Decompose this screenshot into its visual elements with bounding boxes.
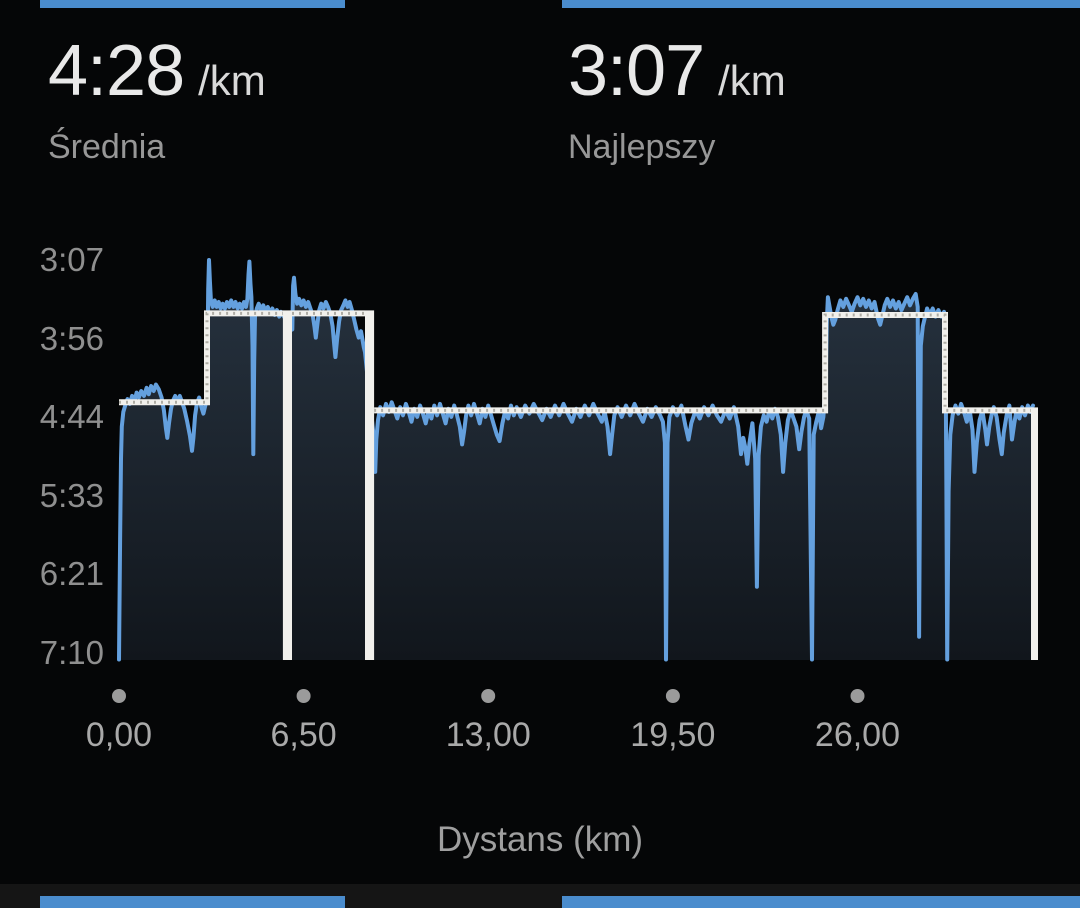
average-pace-unit: /km — [198, 57, 266, 104]
x-tick-label: 19,50 — [630, 716, 716, 754]
average-pace-label: Średnia — [48, 128, 166, 166]
x-tick-dot — [296, 689, 311, 703]
x-tick-label: 13,00 — [445, 716, 531, 754]
lap-average-line-ticks — [119, 311, 1033, 412]
x-tick-label: 26,00 — [814, 716, 901, 754]
best-pace-value: 3:07 — [568, 31, 705, 111]
rest-gap-bar — [282, 310, 292, 660]
stat-average: 4:28 /km Średnia — [48, 31, 266, 167]
stat-best: 3:07 /km Najlepszy — [568, 31, 786, 167]
top-adjacent-chart-strip — [562, 0, 1080, 8]
best-pace-label: Najlepszy — [568, 128, 716, 166]
pace-area-fill — [119, 260, 1033, 660]
end-marker-bar — [1031, 407, 1038, 660]
x-tick-dot — [850, 689, 865, 703]
x-tick-label: 6,50 — [270, 716, 337, 754]
y-tick-label: 6:21 — [39, 554, 104, 592]
top-adjacent-chart-strip — [40, 0, 345, 8]
x-tick-dot — [481, 689, 496, 703]
best-pace-unit: /km — [718, 57, 786, 104]
y-tick-label: 4:44 — [39, 397, 104, 435]
x-axis-title: Dystans (km) — [436, 820, 644, 859]
bottom-adjacent-chart-strip — [562, 896, 1080, 908]
y-tick-label: 3:07 — [39, 241, 104, 278]
average-pace-value: 4:28 — [48, 31, 185, 111]
rest-gap-bar — [365, 310, 375, 660]
y-tick-label: 5:33 — [39, 477, 104, 515]
y-tick-label: 7:10 — [39, 634, 104, 671]
x-tick-label: 0,00 — [85, 716, 153, 754]
x-tick-dot — [665, 689, 680, 703]
y-tick-label: 3:56 — [39, 320, 104, 358]
pace-line — [117, 258, 1035, 662]
bottom-adjacent-chart-strip — [40, 896, 345, 908]
x-tick-dot — [112, 689, 126, 703]
